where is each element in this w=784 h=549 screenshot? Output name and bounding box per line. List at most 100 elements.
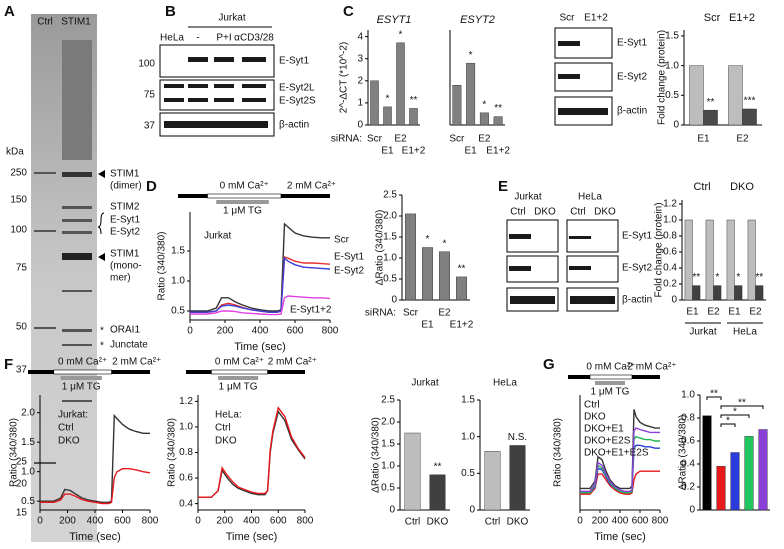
lane-label: E1+2 [584, 13, 608, 24]
x-tick-label: 800 [142, 516, 159, 527]
x-tick-label: E2 [736, 134, 749, 145]
x-tick-label: 800 [322, 326, 339, 337]
y-tick-label: 2.0 [381, 417, 395, 428]
y-tick-label: 1.5 [171, 246, 185, 257]
x-tick-label: E1 [697, 134, 710, 145]
bar [439, 251, 450, 301]
bar [703, 109, 718, 126]
x-tick-label: Ctrl [405, 517, 421, 528]
x-tick-label: 400 [87, 516, 104, 527]
gel-band [34, 462, 56, 464]
brace [97, 212, 105, 235]
chart-label: Jurkat [204, 231, 231, 242]
legend-label: E-Syt1+2 [290, 305, 332, 316]
band [214, 57, 234, 62]
y-tick-label: 0.6 [681, 436, 695, 447]
bar [730, 452, 740, 511]
x-tick-label: E1 [728, 307, 741, 318]
x-tick-label: 600 [632, 516, 649, 527]
gel-band [62, 231, 92, 234]
lane-label: Scr [560, 13, 576, 24]
line-series [198, 406, 306, 498]
band-label: E-Syt1 [279, 56, 309, 67]
bar [728, 65, 743, 126]
legend-label: E-Syt1 [334, 252, 364, 263]
x-tick-label: E1+2 [486, 146, 510, 157]
tg-bar [60, 376, 102, 380]
calcium-bar [207, 193, 282, 199]
band-label: E-Syt1 [617, 38, 647, 49]
x-tick-label: E1+2 [450, 320, 474, 331]
gel-band [62, 172, 92, 177]
group-label: Jurkat [689, 327, 716, 338]
band [569, 266, 591, 270]
gel-band [62, 219, 92, 222]
annotation: (dimer) [110, 181, 142, 192]
x-tick-label: 400 [612, 516, 629, 527]
significance: * [443, 238, 447, 249]
band [164, 121, 268, 128]
y-axis-label: Ratio (340/380) [9, 418, 20, 487]
annotation: ORAI1 [110, 325, 140, 336]
y-axis-label: Fold change (protein) [657, 30, 668, 125]
significance: ** [434, 461, 442, 472]
band [558, 74, 580, 79]
x-tick-label: 200 [217, 326, 234, 337]
x-tick-label: 400 [243, 516, 260, 527]
x-tick-label: E1 [686, 307, 699, 318]
band-label: E-Syt2S [279, 96, 316, 107]
annotation: (mono- [110, 261, 142, 272]
bar [370, 80, 379, 126]
y-tick-label: 0.5 [461, 468, 475, 479]
x-tick-label: DKO [507, 517, 529, 528]
bar [456, 276, 467, 301]
panel-letter: G [543, 356, 555, 373]
marker-label: 75 [144, 90, 156, 101]
calcium-bar [178, 194, 208, 198]
x-tick-label: 0 [577, 516, 583, 527]
band-label: E-Syt2 [622, 263, 652, 274]
group-label: HeLa [733, 327, 757, 338]
cell-label: Jurkat [514, 192, 541, 203]
treatment-label: 1 μM TG [219, 382, 258, 393]
marker-label: 75 [16, 263, 28, 274]
significance: * [715, 272, 719, 283]
cell-label: HeLa [578, 192, 602, 203]
x-axis-label: Time (sec) [69, 531, 121, 543]
y-axis-label: ΔRatio (340/380) [375, 210, 386, 286]
y-axis-label: Fold change (protein) [654, 202, 665, 297]
y-tick-label: 4 [357, 31, 363, 42]
x-tick-label: 200 [592, 516, 609, 527]
band [214, 84, 234, 88]
y-tick-label: 0.5 [21, 496, 35, 507]
y-tick-label: 1.0 [381, 461, 395, 472]
bar [702, 415, 712, 511]
calcium-bar [186, 370, 212, 374]
bar [452, 85, 462, 126]
x-axis-label: Time (sec) [234, 341, 286, 353]
legend-label: Ctrl [693, 181, 710, 193]
y-tick-label: 0.5 [665, 90, 679, 101]
bar [493, 116, 503, 126]
lane-label: DKO [594, 207, 616, 218]
y-tick-label: 1.5 [383, 232, 397, 243]
panel-letter: A [4, 3, 15, 20]
band [510, 296, 555, 304]
gel-band [62, 329, 92, 332]
gel-smear [62, 40, 92, 160]
annotation: STIM1 [110, 249, 140, 260]
tg-bar [216, 200, 269, 204]
band [242, 57, 266, 62]
line-series [190, 222, 330, 312]
x-tick-label: Scr [367, 134, 383, 145]
y-tick-label: 0 [389, 505, 395, 516]
lane-label: DKO [534, 207, 556, 218]
legend-label: DKO [730, 181, 754, 193]
panel-letter: F [4, 356, 13, 373]
y-tick-label: 2.0 [383, 211, 397, 222]
line-series [40, 413, 150, 503]
legend-label: Ctrl [58, 423, 74, 434]
calcium-bar [281, 194, 330, 198]
gel-band [62, 344, 92, 346]
legend-label: Ctrl [584, 400, 600, 411]
